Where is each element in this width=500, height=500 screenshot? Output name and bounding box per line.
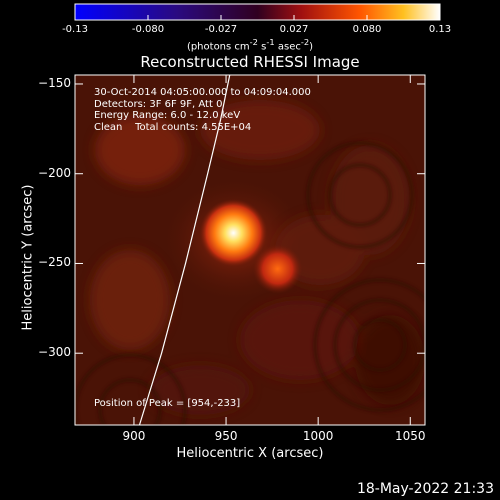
colorbar-tick-label: 0.027: [279, 24, 309, 35]
annotation-time: 30-Oct-2014 04:05:00.000 to 04:09:04.000: [94, 87, 311, 98]
colorbar-tick-label: 0.080: [352, 24, 382, 35]
x-axis-label: Heliocentric X (arcsec): [176, 446, 324, 461]
y-axis-label: Heliocentric Y (arcsec): [20, 184, 36, 331]
colorbar: [74, 3, 441, 21]
annotation-clean: Clean Total counts: 4.55E+04: [94, 121, 252, 133]
y-tick-label: −250: [38, 255, 71, 270]
timestamp: 18-May-2022 21:33: [356, 481, 494, 497]
colorbar-tick-label: -0.027: [204, 24, 238, 35]
annotation-energy: Energy Range: 6.0 - 12.0 keV: [94, 110, 241, 121]
flare-source: [199, 198, 268, 267]
flare-source: [252, 244, 303, 294]
heatmap-image: [75, 75, 425, 425]
y-tick-label: −300: [38, 345, 71, 360]
colorbar-tick-label: -0.080: [131, 24, 165, 35]
x-tick-label: 1050: [394, 429, 426, 443]
x-tick-label: 900: [122, 429, 146, 443]
colorbar-tick-label: -0.13: [62, 24, 88, 35]
y-tick-label: −200: [38, 165, 71, 180]
colorbar-tick-label: 0.13: [428, 24, 452, 35]
y-tick-label: −150: [38, 75, 71, 90]
annotation-peak: Position of Peak = [954,-233]: [94, 398, 241, 409]
chart-title: Reconstructed RHESSI Image: [140, 53, 360, 71]
colorbar-svg: [74, 3, 441, 21]
x-tick-label: 1000: [302, 429, 334, 443]
x-tick-label: 950: [214, 429, 238, 443]
annotation-block: 30-Oct-2014 04:05:00.000 to 04:09:04.000…: [94, 87, 311, 133]
solar-limb-line: [138, 75, 231, 425]
colorbar-units: (photons cm-2 s-1 asec-2): [186, 37, 314, 53]
plot-frame: [74, 74, 426, 426]
annotation-detectors: Detectors: 3F 6F 9F, Att 0: [94, 98, 223, 110]
